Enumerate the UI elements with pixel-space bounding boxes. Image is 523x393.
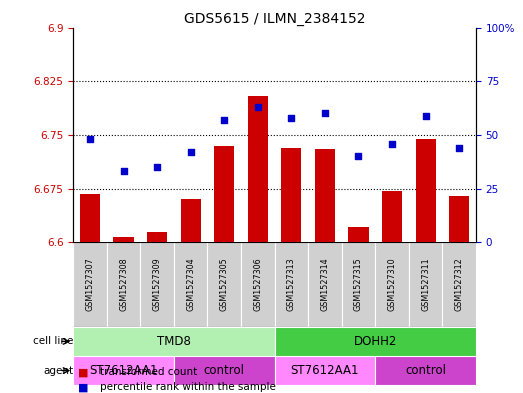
- Text: cell line: cell line: [33, 336, 73, 346]
- Bar: [140, 242, 174, 327]
- Text: GSM1527309: GSM1527309: [153, 258, 162, 312]
- Bar: [107, 242, 140, 327]
- Bar: [415, 139, 436, 242]
- Text: GSM1527308: GSM1527308: [119, 258, 128, 311]
- Bar: [275, 327, 476, 356]
- Text: agent: agent: [43, 365, 73, 376]
- Text: GSM1527306: GSM1527306: [253, 258, 263, 311]
- Bar: [275, 356, 375, 385]
- Bar: [241, 242, 275, 327]
- Text: ST7612AA1: ST7612AA1: [291, 364, 359, 377]
- Bar: [113, 237, 134, 242]
- Point: [220, 117, 229, 123]
- Point: [254, 104, 262, 110]
- Bar: [214, 146, 234, 242]
- Text: GSM1527304: GSM1527304: [186, 258, 195, 311]
- Text: GSM1527307: GSM1527307: [85, 258, 95, 312]
- Text: ■: ■: [78, 382, 88, 393]
- Bar: [248, 95, 268, 242]
- Text: percentile rank within the sample: percentile rank within the sample: [100, 382, 276, 393]
- Bar: [382, 191, 402, 242]
- Point: [287, 115, 295, 121]
- Point: [153, 164, 161, 170]
- Point: [354, 153, 362, 160]
- Point: [422, 112, 430, 119]
- Text: DOHH2: DOHH2: [354, 335, 397, 348]
- Bar: [73, 327, 275, 356]
- Text: ST7612AA1: ST7612AA1: [89, 364, 158, 377]
- Bar: [174, 242, 208, 327]
- Bar: [80, 194, 100, 242]
- Bar: [73, 242, 107, 327]
- Bar: [73, 356, 174, 385]
- Text: GSM1527313: GSM1527313: [287, 258, 296, 311]
- Bar: [308, 242, 342, 327]
- Text: GSM1527314: GSM1527314: [321, 258, 329, 311]
- Text: TMD8: TMD8: [157, 335, 191, 348]
- Text: GSM1527312: GSM1527312: [454, 258, 464, 312]
- Bar: [147, 231, 167, 242]
- Bar: [409, 242, 442, 327]
- Bar: [375, 242, 409, 327]
- Point: [86, 136, 94, 142]
- Text: GSM1527310: GSM1527310: [388, 258, 396, 311]
- Title: GDS5615 / ILMN_2384152: GDS5615 / ILMN_2384152: [184, 13, 366, 26]
- Bar: [315, 149, 335, 242]
- Bar: [449, 196, 469, 242]
- Point: [321, 110, 329, 117]
- Text: GSM1527315: GSM1527315: [354, 258, 363, 312]
- Point: [187, 149, 195, 155]
- Point: [388, 140, 396, 147]
- Point: [119, 168, 128, 174]
- Bar: [275, 242, 308, 327]
- Text: transformed count: transformed count: [100, 367, 198, 377]
- Bar: [342, 242, 375, 327]
- Text: GSM1527305: GSM1527305: [220, 258, 229, 312]
- Point: [455, 145, 463, 151]
- Text: ■: ■: [78, 367, 88, 377]
- Bar: [281, 148, 301, 242]
- Bar: [180, 199, 201, 242]
- Bar: [208, 242, 241, 327]
- Bar: [442, 242, 476, 327]
- Text: control: control: [405, 364, 446, 377]
- Text: GSM1527311: GSM1527311: [421, 258, 430, 311]
- Bar: [348, 227, 369, 242]
- Bar: [375, 356, 476, 385]
- Text: control: control: [204, 364, 245, 377]
- Bar: [174, 356, 275, 385]
